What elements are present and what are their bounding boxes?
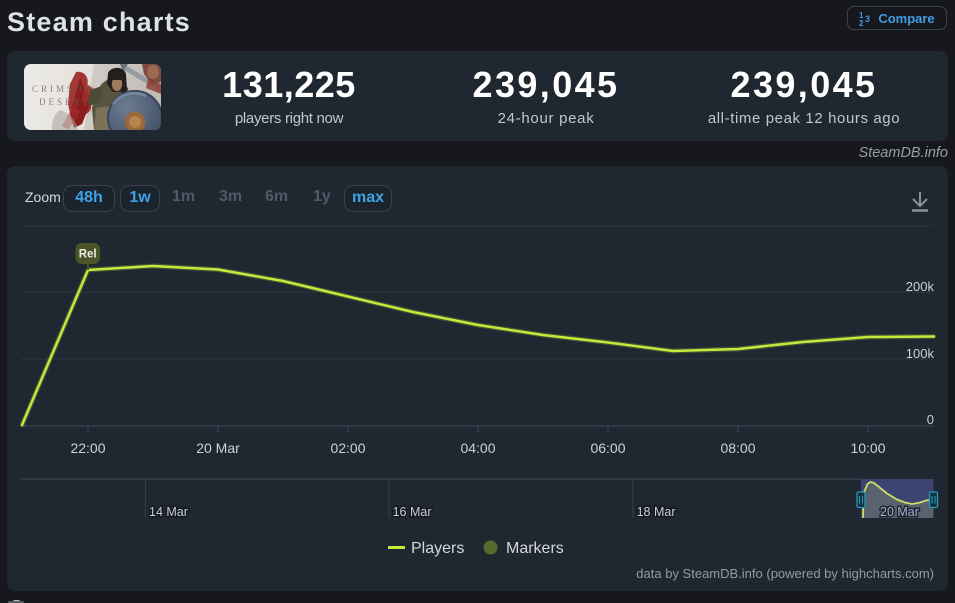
svg-text:08:00: 08:00 — [720, 440, 755, 456]
svg-text:0: 0 — [927, 412, 934, 427]
svg-text:Players: Players — [411, 540, 464, 557]
svg-text:20 Mar: 20 Mar — [880, 505, 919, 519]
svg-text:1: 1 — [859, 11, 864, 20]
svg-text:20 Mar: 20 Mar — [196, 440, 240, 456]
svg-text:3: 3 — [865, 14, 870, 24]
svg-text:100k: 100k — [906, 346, 935, 361]
svg-text:DESERT: DESERT — [39, 97, 90, 107]
svg-text:2: 2 — [859, 19, 864, 26]
svg-text:Markers: Markers — [506, 540, 564, 557]
svg-text:18 Mar: 18 Mar — [637, 505, 676, 519]
svg-text:02:00: 02:00 — [330, 440, 365, 456]
svg-text:data by SteamDB.info (powered: data by SteamDB.info (powered by highcha… — [636, 566, 934, 581]
svg-text:10:00: 10:00 — [850, 440, 885, 456]
svg-text:Rel: Rel — [79, 249, 97, 261]
svg-text:200k: 200k — [906, 279, 935, 294]
svg-text:22:00: 22:00 — [70, 440, 105, 456]
svg-text:CRIMSON: CRIMSON — [32, 84, 94, 94]
svg-text:14 Mar: 14 Mar — [149, 505, 188, 519]
svg-text:04:00: 04:00 — [460, 440, 495, 456]
svg-text:16 Mar: 16 Mar — [393, 505, 432, 519]
svg-text:06:00: 06:00 — [590, 440, 625, 456]
